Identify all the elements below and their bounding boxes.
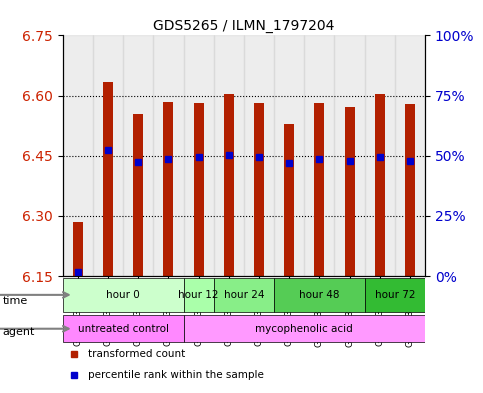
- Bar: [314, 103, 325, 276]
- Bar: [93, 35, 123, 276]
- Bar: [194, 103, 204, 276]
- Bar: [163, 101, 173, 276]
- Bar: [344, 107, 355, 276]
- Bar: [304, 35, 334, 276]
- FancyBboxPatch shape: [274, 278, 365, 312]
- Text: hour 12: hour 12: [178, 290, 219, 300]
- Bar: [254, 103, 264, 276]
- Bar: [63, 35, 93, 276]
- FancyBboxPatch shape: [63, 315, 184, 342]
- Bar: [284, 124, 294, 276]
- FancyBboxPatch shape: [213, 278, 274, 312]
- Text: hour 0: hour 0: [106, 290, 140, 300]
- Text: time: time: [2, 296, 28, 306]
- Bar: [365, 35, 395, 276]
- Text: percentile rank within the sample: percentile rank within the sample: [88, 370, 264, 380]
- Bar: [133, 114, 143, 276]
- FancyBboxPatch shape: [184, 315, 425, 342]
- Bar: [184, 35, 213, 276]
- Bar: [274, 35, 304, 276]
- Bar: [73, 222, 83, 276]
- Text: hour 24: hour 24: [224, 290, 264, 300]
- Bar: [244, 35, 274, 276]
- Bar: [213, 35, 244, 276]
- FancyBboxPatch shape: [365, 278, 425, 312]
- Bar: [154, 35, 184, 276]
- Text: hour 72: hour 72: [375, 290, 415, 300]
- Bar: [375, 94, 385, 276]
- Bar: [395, 35, 425, 276]
- Bar: [334, 35, 365, 276]
- Title: GDS5265 / ILMN_1797204: GDS5265 / ILMN_1797204: [153, 19, 335, 33]
- Bar: [224, 94, 234, 276]
- FancyBboxPatch shape: [63, 278, 184, 312]
- Text: untreated control: untreated control: [78, 324, 169, 334]
- Text: hour 48: hour 48: [299, 290, 340, 300]
- Text: agent: agent: [2, 327, 35, 337]
- Text: mycophenolic acid: mycophenolic acid: [256, 324, 353, 334]
- Bar: [405, 105, 415, 276]
- FancyBboxPatch shape: [184, 278, 213, 312]
- Text: transformed count: transformed count: [88, 349, 185, 359]
- Bar: [123, 35, 154, 276]
- Bar: [103, 81, 113, 276]
